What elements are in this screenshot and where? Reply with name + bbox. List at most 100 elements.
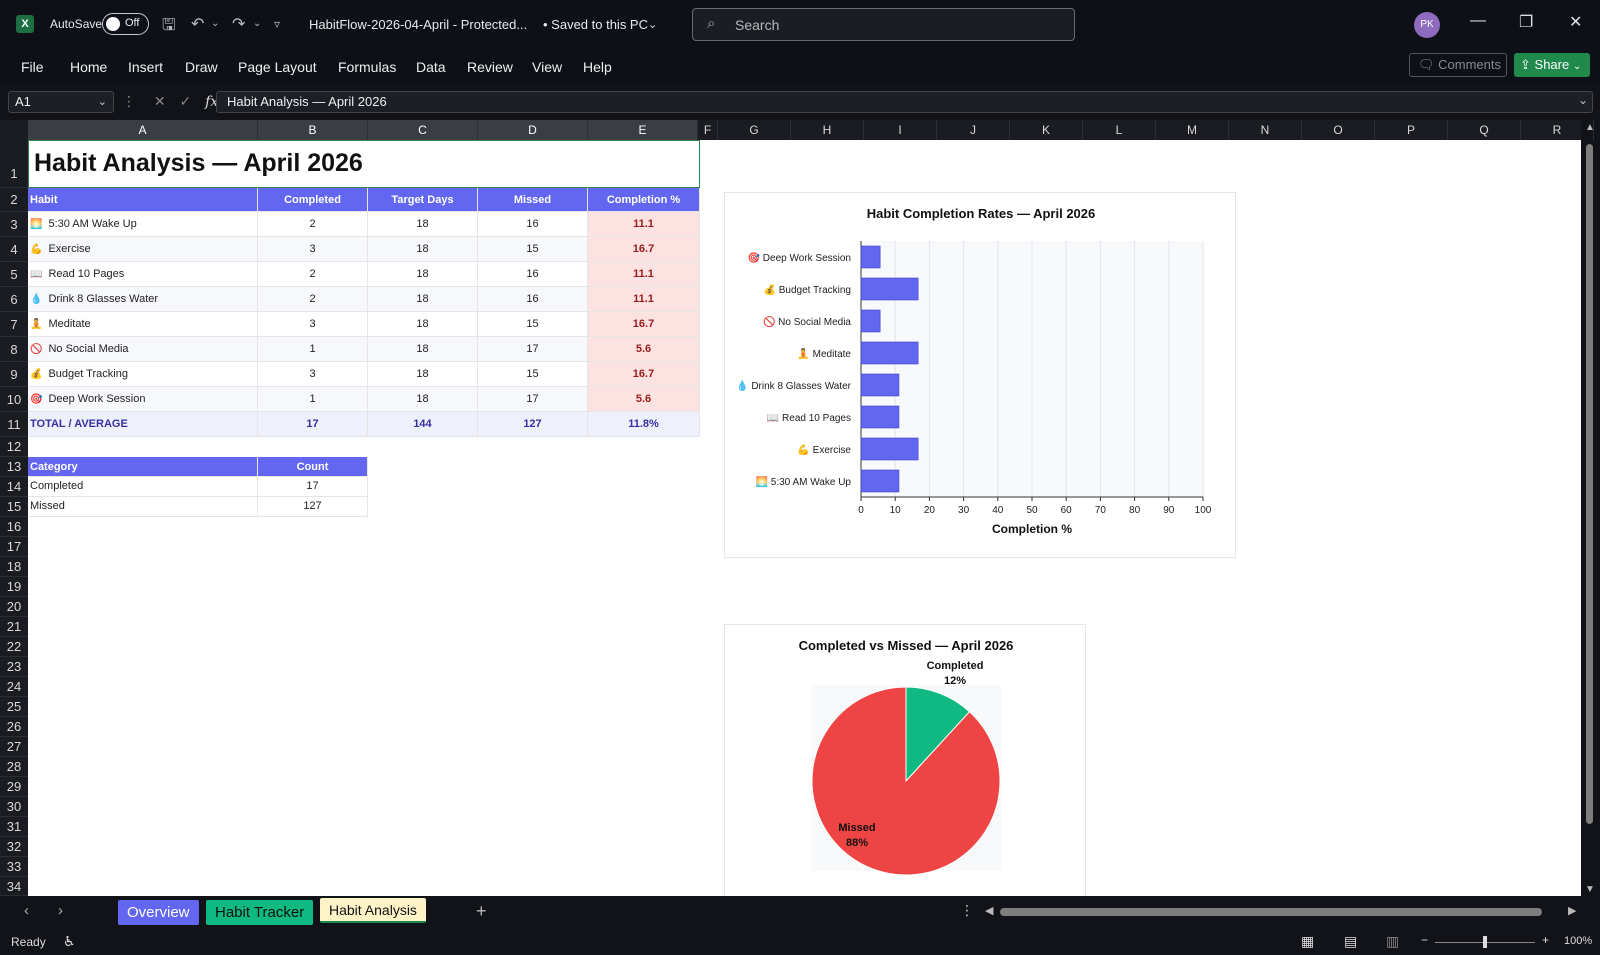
table-header-cell[interactable]: Completed — [258, 188, 368, 212]
column-header-a[interactable]: A — [28, 120, 258, 140]
column-header-m[interactable]: M — [1156, 120, 1229, 140]
insert-function-icon[interactable]: fx — [205, 94, 219, 110]
row-header-18[interactable]: 18 — [0, 557, 28, 577]
habit-name-cell[interactable]: 🌅 5:30 AM Wake Up — [28, 212, 258, 237]
category-name-cell[interactable]: Missed — [28, 497, 258, 517]
table-cell[interactable]: 18 — [368, 387, 478, 412]
scroll-down-icon[interactable]: ▼ — [1585, 884, 1595, 895]
zoom-out-icon[interactable]: − — [1421, 933, 1429, 947]
table-cell[interactable]: 3 — [258, 312, 368, 337]
column-header-f[interactable]: F — [698, 120, 718, 140]
habit-name-cell[interactable]: 📖 Read 10 Pages — [28, 262, 258, 287]
accessibility-icon[interactable]: ♿ — [63, 933, 76, 949]
bar-chart[interactable]: Habit Completion Rates — April 2026 0 10 2… — [724, 192, 1236, 558]
scroll-up-icon[interactable]: ▲ — [1585, 122, 1595, 133]
sheet-title[interactable]: Habit Analysis — April 2026 — [28, 140, 700, 188]
column-header-n[interactable]: N — [1229, 120, 1302, 140]
table-cell[interactable]: 16 — [478, 212, 588, 237]
pie-chart[interactable]: Completed vs Missed — April 2026 Complet… — [724, 624, 1086, 896]
table-cell[interactable]: 2 — [258, 287, 368, 312]
redo-dropdown-icon[interactable]: ⌄ — [253, 18, 262, 29]
table-cell[interactable]: 15 — [478, 237, 588, 262]
row-header-33[interactable]: 33 — [0, 857, 28, 877]
total-cell[interactable]: 144 — [368, 412, 478, 437]
tab-habit-tracker[interactable]: Habit Tracker — [206, 900, 314, 925]
category-name-cell[interactable]: Completed — [28, 477, 258, 497]
table-cell[interactable]: 16 — [478, 287, 588, 312]
tab-next-icon[interactable]: › — [58, 902, 63, 919]
bar[interactable] — [860, 277, 919, 301]
row-header-12[interactable]: 12 — [0, 437, 28, 457]
scroll-right-icon[interactable]: ▶ — [1568, 905, 1577, 917]
table-cell[interactable]: 16.7 — [588, 312, 700, 337]
chevron-down-icon[interactable]: ⌄ — [97, 96, 107, 108]
row-header-19[interactable]: 19 — [0, 577, 28, 597]
row-header-21[interactable]: 21 — [0, 617, 28, 637]
row-header-31[interactable]: 31 — [0, 817, 28, 837]
customize-qat-icon[interactable]: ▿ — [274, 17, 281, 31]
column-header-p[interactable]: P — [1375, 120, 1448, 140]
total-label[interactable]: TOTAL / AVERAGE — [28, 412, 258, 437]
restore-icon[interactable]: ❐ — [1519, 14, 1534, 31]
table-cell[interactable]: 11.1 — [588, 287, 700, 312]
habit-name-cell[interactable]: 💧 Drink 8 Glasses Water — [28, 287, 258, 312]
row-header-9[interactable]: 9 — [0, 362, 28, 387]
tab-prev-icon[interactable]: ‹ — [24, 902, 29, 919]
formula-input[interactable]: Habit Analysis — April 2026 — [216, 91, 1593, 113]
row-header-3[interactable]: 3 — [0, 212, 28, 237]
save-icon[interactable]: 🖫 — [162, 17, 176, 34]
row-header-14[interactable]: 14 — [0, 477, 28, 497]
habit-name-cell[interactable]: 🚫 No Social Media — [28, 337, 258, 362]
table-cell[interactable]: 15 — [478, 362, 588, 387]
table-cell[interactable]: 18 — [368, 337, 478, 362]
table-cell[interactable]: 18 — [368, 287, 478, 312]
table-cell[interactable]: 11.1 — [588, 262, 700, 287]
enter-icon[interactable]: ✓ — [179, 93, 192, 109]
row-header-30[interactable]: 30 — [0, 797, 28, 817]
column-header-q[interactable]: Q — [1448, 120, 1521, 140]
habit-name-cell[interactable]: 🧘 Meditate — [28, 312, 258, 337]
total-cell[interactable]: 11.8% — [588, 412, 700, 437]
autosave-toggle[interactable]: Off — [102, 13, 149, 35]
menu-home[interactable]: Home — [70, 59, 108, 75]
habit-name-cell[interactable]: 🎯 Deep Work Session — [28, 387, 258, 412]
column-header-c[interactable]: C — [368, 120, 478, 140]
column-header-k[interactable]: K — [1010, 120, 1083, 140]
normal-view-icon[interactable]: ▦ — [1301, 933, 1315, 949]
table-cell[interactable]: 5.6 — [588, 387, 700, 412]
table-cell[interactable]: 18 — [368, 362, 478, 387]
table-cell[interactable]: 5.6 — [588, 337, 700, 362]
row-header-20[interactable]: 20 — [0, 597, 28, 617]
row-header-7[interactable]: 7 — [0, 312, 28, 337]
tab-habit-analysis[interactable]: Habit Analysis — [320, 898, 426, 923]
share-button[interactable]: ⇪ Share ⌄ — [1514, 53, 1590, 77]
column-header-r[interactable]: R — [1521, 120, 1594, 140]
row-header-17[interactable]: 17 — [0, 537, 28, 557]
menu-page-layout[interactable]: Page Layout — [238, 59, 317, 75]
minimize-icon[interactable]: — — [1470, 12, 1486, 29]
zoom-level[interactable]: 100% — [1564, 935, 1593, 947]
row-header-4[interactable]: 4 — [0, 237, 28, 262]
table-cell[interactable]: 1 — [258, 387, 368, 412]
redo-icon[interactable]: ↷ — [232, 16, 246, 33]
row-header-23[interactable]: 23 — [0, 657, 28, 677]
document-title[interactable]: HabitFlow-2026-04-April - Protected... — [309, 17, 528, 32]
name-box[interactable]: A1 ⌄ — [8, 91, 114, 113]
search-box[interactable]: ⌕ Search — [692, 8, 1075, 41]
table-header-cell[interactable]: Target Days — [368, 188, 478, 212]
cancel-icon[interactable]: ✕ — [153, 93, 166, 109]
table-header-cell[interactable]: Habit — [28, 188, 258, 212]
bar[interactable] — [860, 405, 900, 429]
total-cell[interactable]: 17 — [258, 412, 368, 437]
comments-button[interactable]: 🗨 Comments — [1409, 53, 1507, 77]
table-cell[interactable]: 17 — [478, 387, 588, 412]
horizontal-scroll-thumb[interactable] — [1000, 908, 1542, 916]
category-header-cell[interactable]: Count — [258, 457, 368, 477]
menu-data[interactable]: Data — [416, 59, 446, 75]
total-cell[interactable]: 127 — [478, 412, 588, 437]
menu-review[interactable]: Review — [467, 59, 513, 75]
tab-overview[interactable]: Overview — [118, 900, 199, 925]
more-icon[interactable]: ⋮ — [960, 902, 974, 918]
menu-insert[interactable]: Insert — [128, 59, 164, 75]
category-count-cell[interactable]: 17 — [258, 477, 368, 497]
